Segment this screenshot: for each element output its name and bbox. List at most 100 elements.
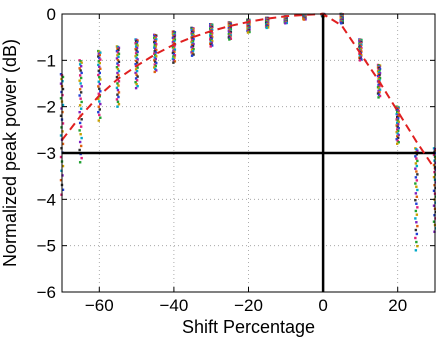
- data-point: [378, 91, 381, 94]
- data-point: [192, 38, 195, 41]
- data-point: [98, 53, 101, 57]
- data-point: [78, 129, 81, 132]
- data-point: [229, 37, 233, 40]
- data-point: [136, 50, 139, 54]
- data-point: [155, 55, 158, 58]
- data-point: [134, 71, 137, 75]
- data-point: [285, 21, 288, 25]
- x-tick-labels: −60 −40 −20 0 20: [85, 296, 407, 315]
- data-point: [97, 69, 100, 73]
- data-point: [397, 136, 400, 140]
- data-point: [153, 70, 156, 74]
- data-point: [378, 77, 382, 80]
- data-point: [154, 53, 157, 57]
- y-tick-label: −5: [37, 237, 56, 256]
- y-tick-label: −4: [37, 190, 56, 209]
- data-point: [415, 157, 418, 160]
- data-point: [396, 142, 399, 145]
- data-point: [155, 38, 158, 41]
- data-point: [172, 55, 175, 58]
- data-point: [98, 87, 101, 91]
- data-point: [134, 45, 138, 48]
- data-point: [209, 45, 212, 48]
- data-point: [154, 51, 157, 54]
- data-point: [117, 46, 121, 50]
- data-point: [78, 121, 82, 125]
- data-point: [415, 148, 418, 151]
- data-point: [61, 188, 65, 191]
- data-point: [154, 67, 157, 71]
- data-point: [415, 240, 418, 244]
- data-point: [117, 103, 121, 106]
- data-point: [173, 40, 176, 43]
- data-point: [414, 162, 418, 165]
- data-point: [116, 54, 119, 57]
- data-point: [360, 50, 363, 53]
- data-point: [432, 204, 436, 207]
- data-point: [134, 81, 137, 84]
- data-point: [78, 140, 82, 144]
- data-point: [154, 45, 157, 48]
- data-point: [377, 96, 380, 99]
- y-tick-labels: 0 −1 −2 −3 −4 −5 −6: [37, 5, 56, 302]
- data-point: [229, 34, 233, 37]
- data-point: [79, 97, 82, 100]
- reference-lines: [62, 14, 435, 292]
- data-point: [397, 123, 400, 126]
- data-cluster: [115, 45, 121, 108]
- data-point: [99, 90, 102, 93]
- data-point: [415, 153, 419, 156]
- data-point: [192, 47, 195, 51]
- data-point: [211, 35, 214, 39]
- data-point: [284, 22, 287, 25]
- data-point: [173, 50, 176, 54]
- data-point: [172, 61, 175, 64]
- data-point: [80, 118, 83, 121]
- data-point: [135, 73, 138, 76]
- data-point: [115, 49, 119, 53]
- data-point: [415, 179, 419, 182]
- data-point: [61, 122, 65, 125]
- data-point: [97, 73, 100, 77]
- y-tick-label: −3: [37, 144, 56, 163]
- data-point: [360, 54, 363, 57]
- data-cluster: [395, 105, 400, 145]
- data-cluster: [264, 16, 270, 30]
- data-point: [80, 71, 83, 75]
- data-point: [78, 148, 81, 152]
- data-point: [134, 47, 137, 51]
- data-point: [117, 55, 120, 59]
- data-point: [397, 129, 400, 132]
- data-point: [397, 114, 400, 118]
- data-point: [99, 116, 102, 119]
- data-point: [97, 80, 100, 83]
- data-point: [416, 244, 419, 248]
- data-point: [59, 178, 63, 182]
- data-point: [99, 51, 102, 54]
- x-axis-label: Shift Percentage: [182, 317, 315, 337]
- data-point: [79, 107, 83, 110]
- data-point: [415, 164, 419, 168]
- data-point: [117, 60, 121, 64]
- data-point: [59, 134, 63, 137]
- data-point: [61, 103, 65, 107]
- data-point: [136, 75, 139, 78]
- data-point: [134, 68, 138, 71]
- data-point: [415, 170, 418, 173]
- data-point: [376, 86, 380, 89]
- data-point: [210, 37, 213, 40]
- data-point: [414, 228, 418, 232]
- data-point: [98, 108, 101, 111]
- data-point: [79, 125, 83, 128]
- data-point: [190, 54, 194, 57]
- data-point: [154, 35, 157, 39]
- data-point: [80, 61, 83, 64]
- data-point: [248, 30, 251, 34]
- data-point: [172, 58, 176, 62]
- data-point: [378, 69, 381, 72]
- data-point: [61, 75, 65, 79]
- data-point: [79, 69, 82, 72]
- data-point: [397, 117, 400, 120]
- data-point: [78, 161, 82, 164]
- data-point: [378, 84, 381, 88]
